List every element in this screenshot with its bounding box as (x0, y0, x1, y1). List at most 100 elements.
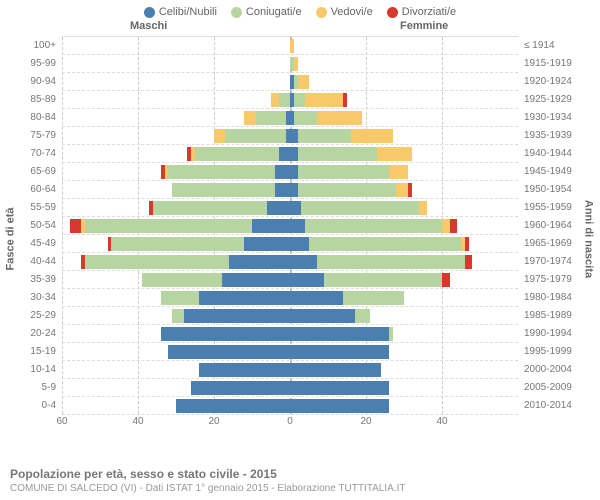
birth-label: 1915-1919 (524, 55, 572, 73)
bar-male (244, 111, 290, 125)
bar-female (290, 327, 393, 341)
bar-male (81, 255, 290, 269)
birth-label: 1980-1984 (524, 289, 572, 307)
age-label: 0-4 (42, 397, 56, 415)
age-row: 40-441970-1974 (62, 253, 518, 271)
legend-label: Divorziati/e (402, 6, 456, 18)
bar-female (290, 363, 381, 377)
footer: Popolazione per età, sesso e stato civil… (10, 467, 590, 494)
birth-label: 1935-1939 (524, 127, 572, 145)
birth-label: 1960-1964 (524, 217, 572, 235)
age-row: 90-941920-1924 (62, 73, 518, 91)
age-row: 45-491965-1969 (62, 235, 518, 253)
age-row: 0-42010-2014 (62, 397, 518, 415)
age-row: 10-142000-2004 (62, 361, 518, 379)
column-headers: Maschi Femmine (0, 20, 600, 36)
age-label: 75-79 (30, 127, 56, 145)
age-label: 5-9 (42, 379, 56, 397)
age-label: 45-49 (30, 235, 56, 253)
bar-female (290, 75, 309, 89)
birth-label: 1955-1959 (524, 199, 572, 217)
birth-label: 2000-2004 (524, 361, 572, 379)
bar-female (290, 345, 389, 359)
birth-label: 1990-1994 (524, 325, 572, 343)
bar-female (290, 39, 294, 53)
birth-label: 1970-1974 (524, 253, 572, 271)
age-row: 100+≤ 1914 (62, 37, 518, 55)
bar-male (271, 93, 290, 107)
bar-female (290, 93, 347, 107)
bar-female (290, 399, 389, 413)
legend-item: Vedovi/e (316, 6, 373, 18)
bar-female (290, 111, 362, 125)
birth-label: 1975-1979 (524, 271, 572, 289)
age-row: 75-791935-1939 (62, 127, 518, 145)
age-row: 15-191995-1999 (62, 343, 518, 361)
age-row: 60-641950-1954 (62, 181, 518, 199)
bar-male (161, 165, 290, 179)
birth-label: 1965-1969 (524, 235, 572, 253)
bar-male (187, 147, 290, 161)
birth-label: 2005-2009 (524, 379, 572, 397)
legend-item: Coniugati/e (231, 6, 302, 18)
x-tick: 40 (436, 416, 447, 427)
bar-male (70, 219, 290, 233)
legend-swatch (387, 7, 398, 18)
bar-female (290, 165, 408, 179)
legend-swatch (231, 7, 242, 18)
yaxis-left-title: Fasce di età (4, 207, 16, 270)
bar-female (290, 381, 389, 395)
header-female: Femmine (400, 20, 448, 32)
age-label: 65-69 (30, 163, 56, 181)
bar-female (290, 201, 427, 215)
birth-label: 1920-1924 (524, 73, 572, 91)
chart-area: Fasce di età Anni di nascita 100+≤ 19149… (0, 36, 600, 441)
birth-label: ≤ 1914 (524, 37, 555, 55)
age-row: 95-991915-1919 (62, 55, 518, 73)
header-male: Maschi (130, 20, 167, 32)
age-label: 25-29 (30, 307, 56, 325)
bar-female (290, 237, 469, 251)
x-tick: 0 (287, 416, 293, 427)
footer-subtitle: COMUNE DI SALCEDO (VI) - Dati ISTAT 1° g… (10, 483, 590, 494)
age-label: 85-89 (30, 91, 56, 109)
birth-label: 1930-1934 (524, 109, 572, 127)
age-row: 85-891925-1929 (62, 91, 518, 109)
age-label: 50-54 (30, 217, 56, 235)
legend-label: Vedovi/e (331, 6, 373, 18)
age-row: 35-391975-1979 (62, 271, 518, 289)
bar-male (142, 273, 290, 287)
age-row: 80-841930-1934 (62, 109, 518, 127)
bar-male (176, 399, 290, 413)
age-row: 30-341980-1984 (62, 289, 518, 307)
plot: 100+≤ 191495-991915-191990-941920-192485… (62, 36, 518, 414)
age-row: 5-92005-2009 (62, 379, 518, 397)
bar-male (191, 381, 290, 395)
x-tick: 20 (360, 416, 371, 427)
age-label: 55-59 (30, 199, 56, 217)
age-label: 35-39 (30, 271, 56, 289)
age-row: 70-741940-1944 (62, 145, 518, 163)
birth-label: 2010-2014 (524, 397, 572, 415)
x-tick: 60 (56, 416, 67, 427)
legend-label: Celibi/Nubili (159, 6, 217, 18)
legend-swatch (316, 7, 327, 18)
age-label: 15-19 (30, 343, 56, 361)
legend: Celibi/Nubili Coniugati/e Vedovi/e Divorzia… (0, 0, 600, 20)
x-tick: 40 (132, 416, 143, 427)
bar-female (290, 273, 450, 287)
age-label: 70-74 (30, 145, 56, 163)
bar-male (168, 345, 290, 359)
age-row: 25-291985-1989 (62, 307, 518, 325)
bar-male (199, 363, 290, 377)
birth-label: 1950-1954 (524, 181, 572, 199)
bar-female (290, 219, 457, 233)
age-row: 55-591955-1959 (62, 199, 518, 217)
x-axis: 60402002040 (62, 414, 518, 432)
legend-item: Divorziati/e (387, 6, 456, 18)
bar-male (214, 129, 290, 143)
age-label: 60-64 (30, 181, 56, 199)
bar-male (161, 291, 290, 305)
age-label: 80-84 (30, 109, 56, 127)
age-label: 100+ (33, 37, 56, 55)
